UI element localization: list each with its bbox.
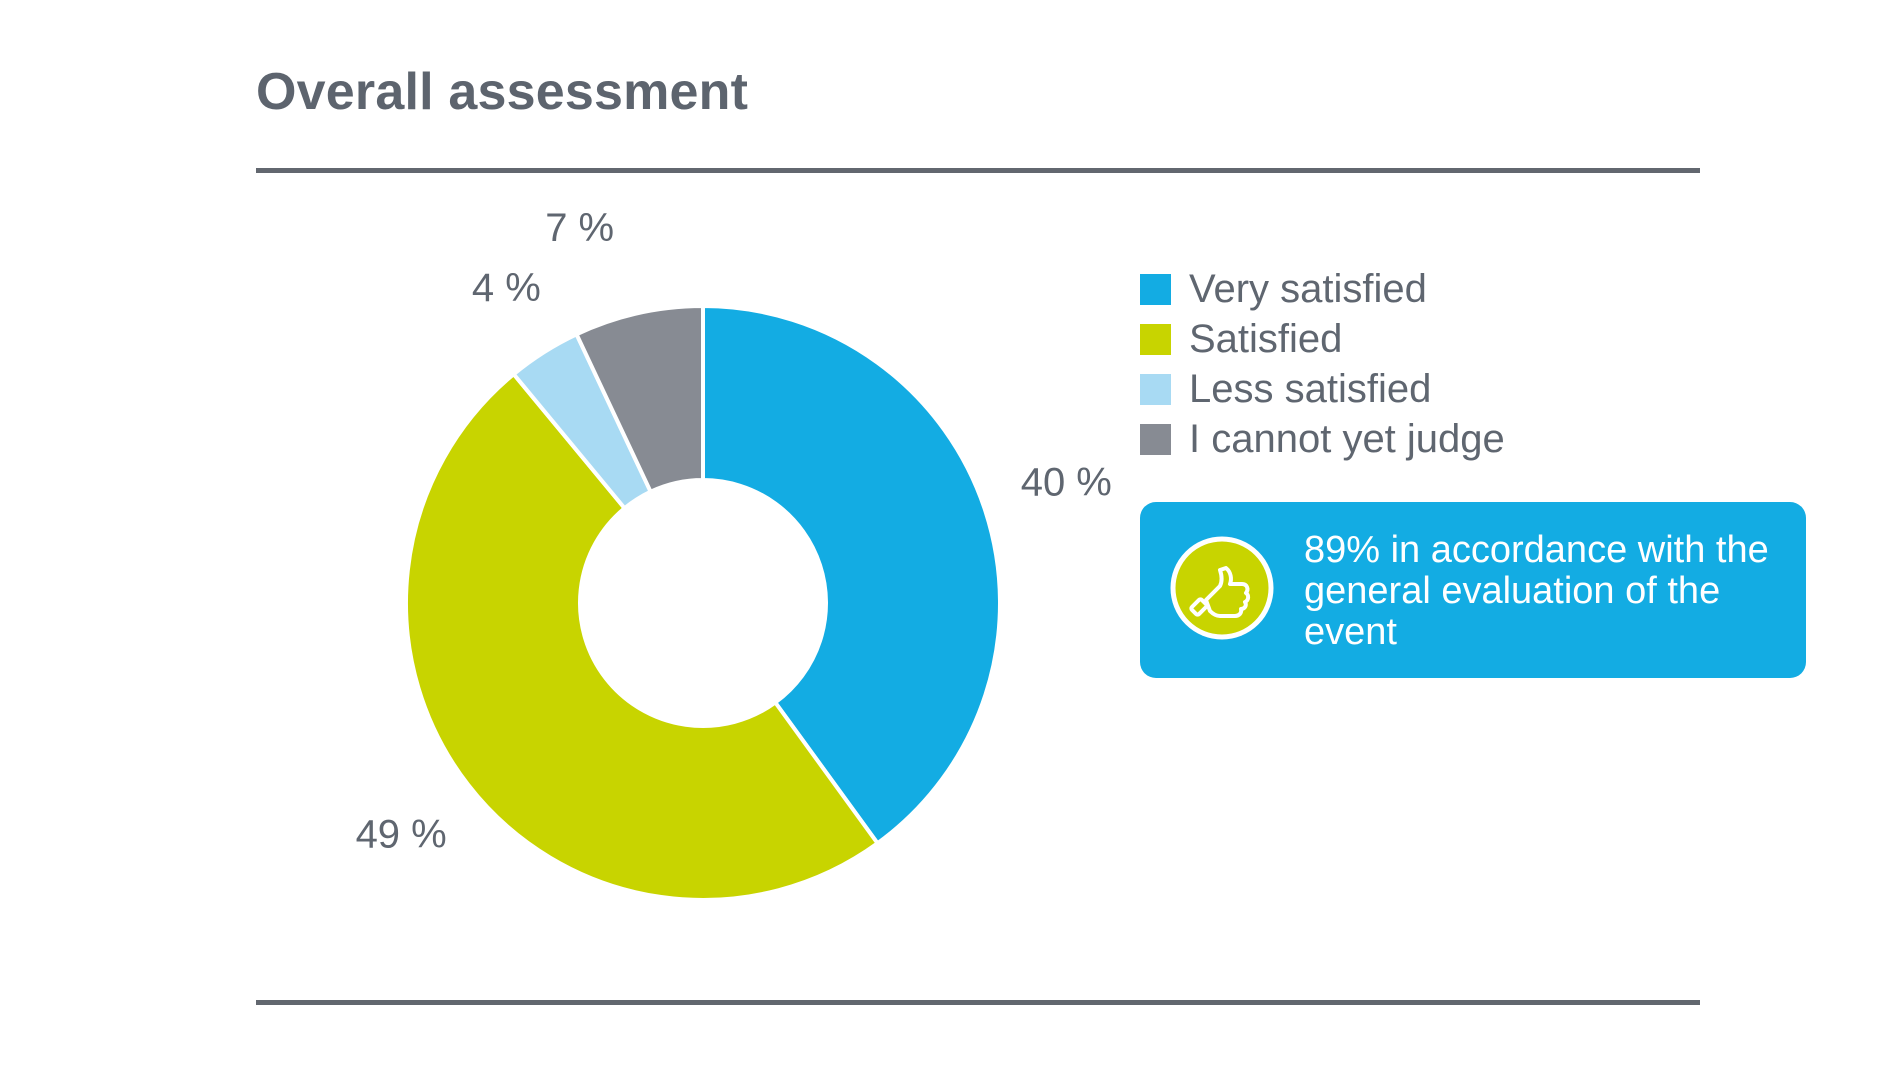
slice-i-cannot-yet-judge xyxy=(574,304,705,494)
bottom-divider xyxy=(256,1000,1700,1005)
legend-label: Satisfied xyxy=(1189,316,1343,361)
legend-label: Very satisfied xyxy=(1189,266,1427,311)
summary-callout: 89% in accordance with the general evalu… xyxy=(1140,502,1806,678)
donut-slices xyxy=(404,304,1002,902)
legend-item-satisfied: Satisfied xyxy=(1140,314,1505,364)
legend-swatch xyxy=(1140,373,1171,405)
slice-label-satisfied: 49 % xyxy=(356,813,447,857)
slice-labels: 40 % 49 % 4 %7 % xyxy=(356,206,1112,857)
legend-swatch xyxy=(1140,273,1171,305)
legend-swatch xyxy=(1140,323,1171,355)
slice-satisfied xyxy=(404,372,880,902)
slice-label-i-cannot-yet-judge: 7 % xyxy=(545,206,614,250)
legend: Very satisfied Satisfied Less satisfied … xyxy=(1140,264,1505,464)
slice-very-satisfied xyxy=(701,304,1002,846)
top-divider xyxy=(256,168,1700,173)
callout-text: 89% in accordance with the general evalu… xyxy=(1304,529,1769,653)
legend-item-very-satisfied: Very satisfied xyxy=(1140,264,1505,314)
legend-label: Less satisfied xyxy=(1189,366,1432,411)
slice-label-very-satisfied: 40 % xyxy=(1021,461,1112,505)
chart-title: Overall assessment xyxy=(256,63,749,121)
legend-item-cannot-yet-judge: I cannot yet judge xyxy=(1140,414,1505,464)
thumbs-up-icon xyxy=(1170,536,1274,640)
slice-label-less-satisfied: 4 % xyxy=(472,266,541,310)
legend-label: I cannot yet judge xyxy=(1189,416,1505,461)
legend-item-less-satisfied: Less satisfied xyxy=(1140,364,1505,414)
legend-swatch xyxy=(1140,423,1171,455)
